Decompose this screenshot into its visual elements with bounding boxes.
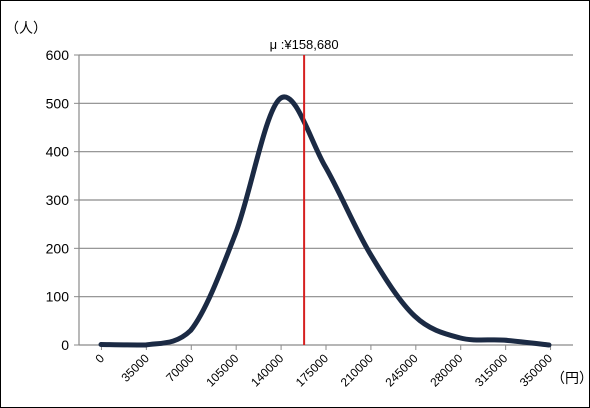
y-tick-labels: 0 100 200 300 400 500 600 [46,47,79,353]
x-tick-label-3: 105000 [203,351,241,389]
grid-lines [79,54,573,298]
y-tick-label-3: 300 [46,192,70,208]
x-tick-label-4: 140000 [248,351,286,389]
y-tick-label-0: 0 [61,337,69,353]
x-tick-label-2: 70000 [163,351,197,385]
y-unit-label: （人） [5,21,47,37]
y-tick-label-2: 200 [46,240,70,256]
x-tick-label-10: 350000 [517,351,555,389]
x-tick-label-7: 245000 [383,351,421,389]
x-tick-label-1: 35000 [118,351,152,385]
series-group [98,94,552,348]
y-tick-label-5: 500 [46,95,70,111]
y-tick-label-1: 100 [46,289,70,305]
x-tick-label-0: 0 [92,351,107,366]
x-tick-labels: 0 35000 70000 105000 140000 175000 210000 24500… [92,345,555,389]
x-tick-label-8: 280000 [427,351,465,389]
x-unit-label: （円） [551,371,589,387]
y-tick-label-4: 400 [46,144,70,160]
x-tick-label-6: 210000 [338,351,376,389]
x-tick-label-9: 315000 [472,351,510,389]
x-tick-label-5: 175000 [293,351,331,389]
mean-line-group: μ :¥158,680 [270,37,339,345]
y-tick-label-6: 600 [46,47,70,63]
mean-line-label: μ :¥158,680 [270,37,339,52]
series-line-0 [98,94,552,348]
